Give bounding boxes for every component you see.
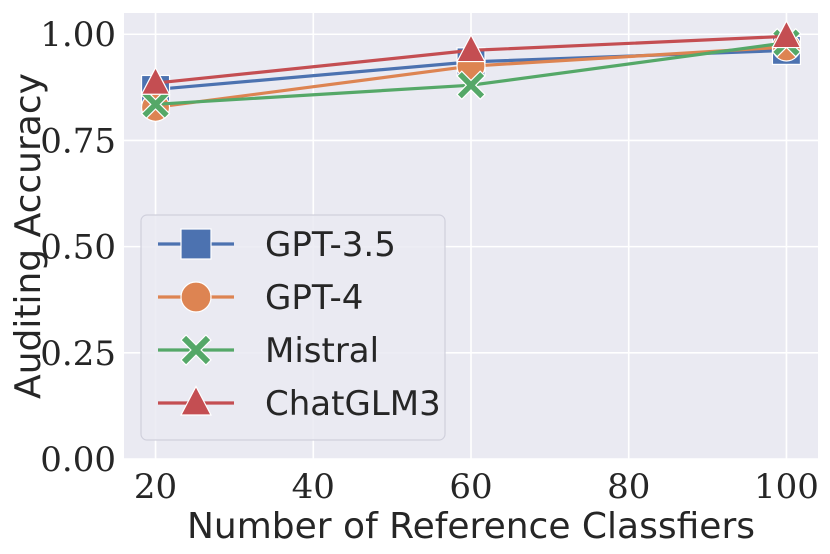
x-axis-ticks: 20 40 60 80 100 [134,467,819,507]
legend-label-gpt-4: GPT-4 [265,278,363,318]
data-point-chatglm3 [771,19,802,49]
legend-label-mistral: Mistral [265,331,379,371]
legend-marker-mistral [180,334,212,366]
x-tick-label: 20 [134,467,177,507]
data-point-chatglm3 [140,66,171,95]
x-tick-label: 80 [607,467,650,507]
x-tick-label: 60 [449,467,492,507]
y-tick-label: 1.00 [40,15,116,55]
x-axis-label: Number of Reference Classfiers [187,506,755,547]
legend-marker-chatglm3 [180,385,212,416]
y-axis-ticks: 0.00 0.25 0.50 0.75 1.00 [40,15,116,480]
legend-marker-gpt-4 [180,281,212,313]
data-point-chatglm3 [456,33,486,63]
data-point-mistral [456,70,486,101]
legend: GPT-3.5 GPT-4 Mistral ChatGLM3 [140,214,446,441]
legend-box [140,214,446,441]
y-tick-label: 0.75 [40,121,116,161]
y-tick-label: 0.50 [40,228,116,268]
legend-label-gpt-3-5: GPT-3.5 [265,225,396,265]
x-tick-label: 100 [754,467,819,507]
y-axis-label: Auditing Accuracy [8,73,49,399]
series-mistral [140,27,802,120]
y-tick-label: 0.25 [40,334,116,374]
y-tick-label: 0.00 [40,440,116,480]
legend-label-chatglm3: ChatGLM3 [265,384,441,424]
legend-marker-gpt-3-5 [180,228,212,260]
x-tick-label: 40 [292,467,335,507]
series-chatglm3 [140,19,802,95]
series-group [140,19,802,122]
